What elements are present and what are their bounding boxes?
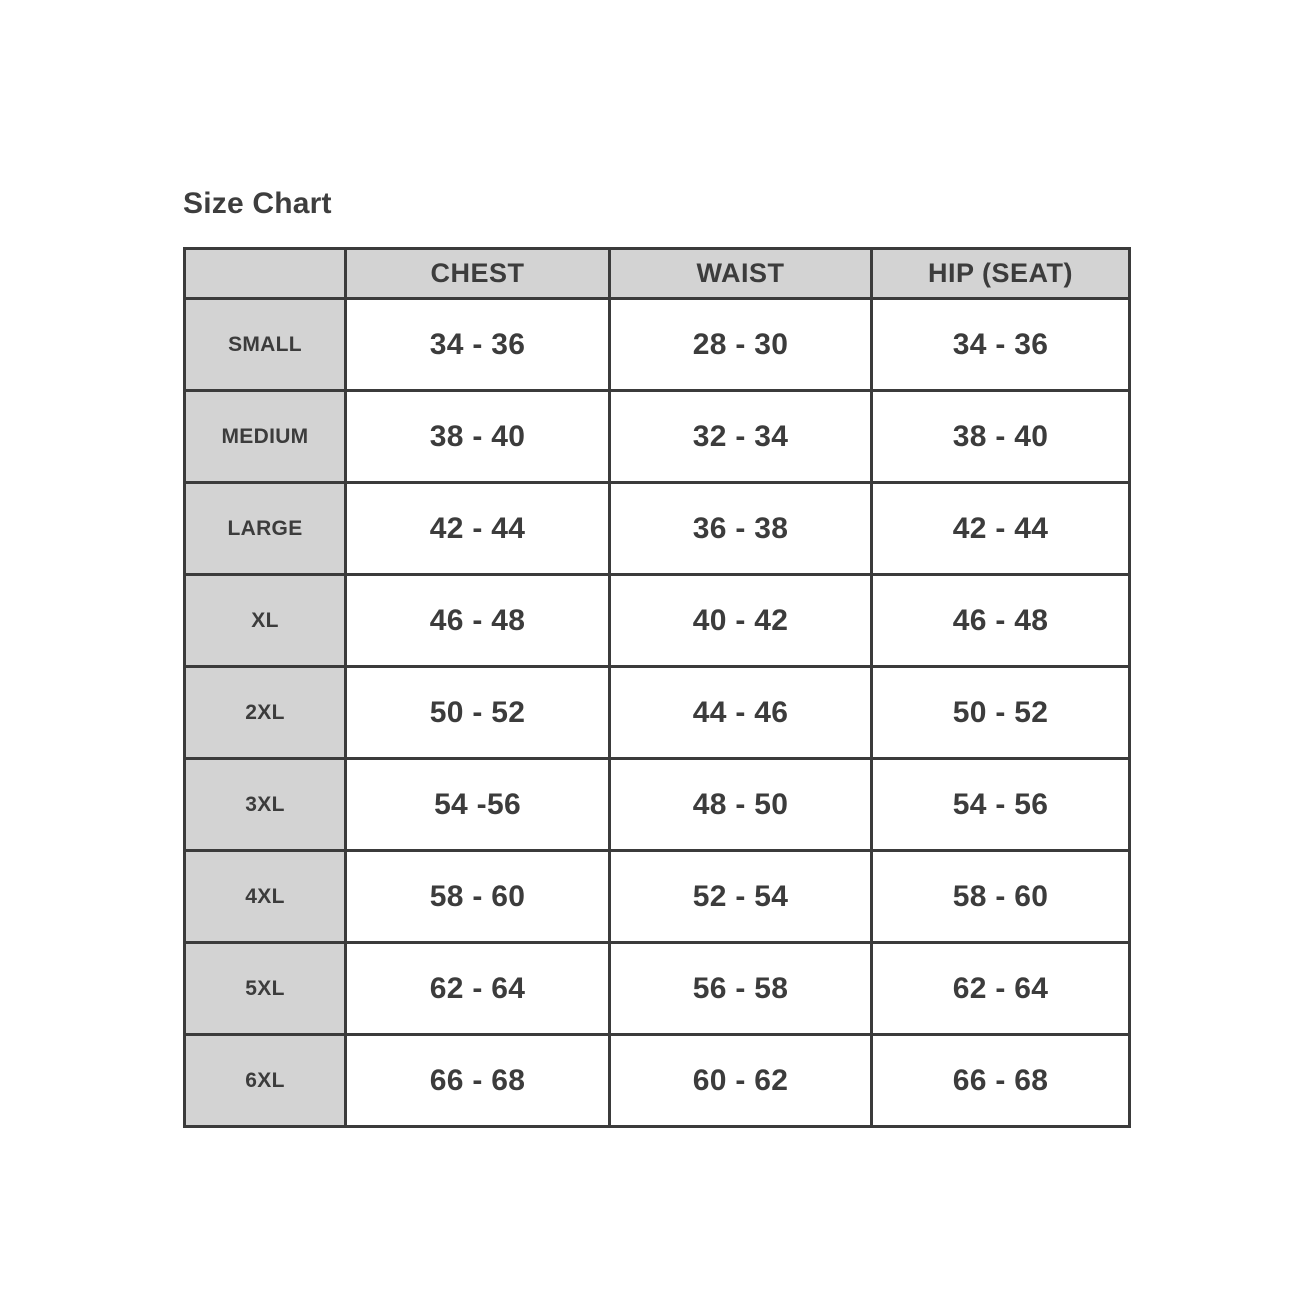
cell-medium-waist: 32 - 34 [608,389,873,484]
table-row-5xl: 5XL 62 - 64 56 - 58 62 - 64 [183,941,1131,1036]
row-label-4xl: 4XL [183,849,347,944]
row-label-6xl: 6XL [183,1033,347,1128]
table-row-medium: MEDIUM 38 - 40 32 - 34 38 - 40 [183,389,1131,484]
cell-2xl-waist: 44 - 46 [608,665,873,760]
table-row-large: LARGE 42 - 44 36 - 38 42 - 44 [183,481,1131,576]
row-label-5xl: 5XL [183,941,347,1036]
column-header-chest: CHEST [344,247,611,300]
column-header-hip-seat: HIP (SEAT) [870,247,1131,300]
table-row-2xl: 2XL 50 - 52 44 - 46 50 - 52 [183,665,1131,760]
size-chart-page: Size Chart CHEST WAIST HIP (SEAT) SMALL … [183,186,1131,1128]
cell-3xl-hip: 54 - 56 [870,757,1131,852]
cell-4xl-hip: 58 - 60 [870,849,1131,944]
cell-6xl-chest: 66 - 68 [344,1033,611,1128]
row-label-medium: MEDIUM [183,389,347,484]
page-title: Size Chart [183,187,332,220]
cell-3xl-chest: 54 -56 [344,757,611,852]
cell-2xl-chest: 50 - 52 [344,665,611,760]
cell-medium-chest: 38 - 40 [344,389,611,484]
table-row-xl: XL 46 - 48 40 - 42 46 - 48 [183,573,1131,668]
row-label-large: LARGE [183,481,347,576]
cell-5xl-hip: 62 - 64 [870,941,1131,1036]
row-label-small: SMALL [183,297,347,392]
cell-large-hip: 42 - 44 [870,481,1131,576]
cell-5xl-waist: 56 - 58 [608,941,873,1036]
cell-5xl-chest: 62 - 64 [344,941,611,1036]
column-header-waist: WAIST [608,247,873,300]
cell-6xl-hip: 66 - 68 [870,1033,1131,1128]
cell-xl-waist: 40 - 42 [608,573,873,668]
row-label-xl: XL [183,573,347,668]
table-row-4xl: 4XL 58 - 60 52 - 54 58 - 60 [183,849,1131,944]
cell-medium-hip: 38 - 40 [870,389,1131,484]
table-row-3xl: 3XL 54 -56 48 - 50 54 - 56 [183,757,1131,852]
cell-large-waist: 36 - 38 [608,481,873,576]
cell-4xl-waist: 52 - 54 [608,849,873,944]
cell-small-waist: 28 - 30 [608,297,873,392]
cell-xl-chest: 46 - 48 [344,573,611,668]
table-row-small: SMALL 34 - 36 28 - 30 34 - 36 [183,297,1131,392]
table-row-6xl: 6XL 66 - 68 60 - 62 66 - 68 [183,1033,1131,1128]
cell-2xl-hip: 50 - 52 [870,665,1131,760]
cell-small-hip: 34 - 36 [870,297,1131,392]
row-label-3xl: 3XL [183,757,347,852]
cell-6xl-waist: 60 - 62 [608,1033,873,1128]
row-label-2xl: 2XL [183,665,347,760]
cell-4xl-chest: 58 - 60 [344,849,611,944]
cell-large-chest: 42 - 44 [344,481,611,576]
cell-3xl-waist: 48 - 50 [608,757,873,852]
header-row: CHEST WAIST HIP (SEAT) [183,247,1131,300]
cell-xl-hip: 46 - 48 [870,573,1131,668]
corner-cell [183,247,347,300]
cell-small-chest: 34 - 36 [344,297,611,392]
size-chart-table: CHEST WAIST HIP (SEAT) SMALL 34 - 36 28 … [183,247,1131,1128]
